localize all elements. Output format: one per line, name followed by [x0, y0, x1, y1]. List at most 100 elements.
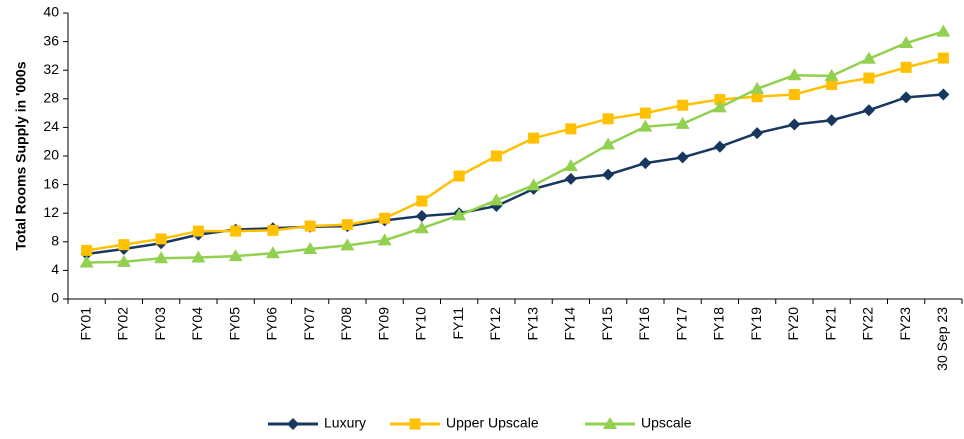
x-tick-label: FY19 — [748, 307, 764, 341]
data-point — [528, 132, 540, 144]
data-point — [414, 221, 429, 234]
y-tick-label: 20 — [43, 147, 59, 163]
x-tick-label: FY12 — [487, 307, 503, 341]
y-tick-label: 0 — [51, 290, 59, 306]
x-tick-label: FY04 — [189, 307, 205, 341]
x-tick-label: FY20 — [785, 307, 801, 341]
y-tick-label: 36 — [43, 32, 59, 48]
data-point — [899, 36, 914, 49]
data-point — [228, 249, 243, 262]
x-tick-label: FY01 — [77, 307, 93, 341]
x-tick-label: FY17 — [673, 307, 689, 341]
x-tick-label: FY06 — [264, 307, 280, 341]
data-point — [824, 68, 839, 81]
data-point — [453, 170, 465, 182]
data-point — [154, 251, 169, 264]
legend-marker — [603, 417, 617, 429]
data-point — [230, 225, 242, 237]
data-point — [116, 254, 131, 267]
data-point — [118, 239, 130, 251]
x-tick-label: FY10 — [413, 307, 429, 341]
y-tick-label: 8 — [51, 233, 59, 249]
data-point — [340, 238, 355, 251]
data-point — [490, 150, 502, 162]
data-point — [639, 107, 651, 119]
data-point — [936, 24, 951, 37]
y-tick-label: 28 — [43, 90, 59, 106]
x-tick-label: FY16 — [636, 307, 652, 341]
x-tick-label: FY23 — [897, 307, 913, 341]
data-point — [937, 52, 949, 64]
data-point — [377, 233, 392, 246]
data-point — [191, 250, 206, 263]
data-point — [563, 159, 578, 172]
y-tick-label: 24 — [43, 118, 59, 134]
data-point — [267, 224, 279, 236]
x-tick-label: FY15 — [599, 307, 615, 341]
data-point — [787, 68, 802, 81]
data-point — [81, 244, 93, 256]
y-tick-label: 32 — [43, 61, 59, 77]
x-tick-label: FY07 — [301, 307, 317, 341]
y-tick-label: 16 — [43, 175, 59, 191]
legend-label: Luxury — [324, 415, 366, 431]
data-point — [675, 116, 690, 129]
data-point — [416, 195, 428, 207]
data-point — [676, 151, 689, 164]
data-point — [341, 219, 353, 231]
x-tick-label: FY09 — [375, 307, 391, 341]
legend-marker — [409, 418, 421, 430]
x-tick-label: FY21 — [822, 307, 838, 341]
x-tick-label: FY08 — [338, 307, 354, 341]
series-line — [86, 30, 944, 264]
data-point — [937, 88, 950, 101]
data-point — [303, 241, 318, 254]
data-point — [900, 61, 912, 73]
data-point — [79, 255, 94, 268]
data-point — [788, 118, 801, 131]
series-line — [86, 56, 944, 252]
data-point — [900, 91, 913, 104]
y-tick-label: 4 — [51, 261, 59, 277]
data-point — [751, 127, 764, 140]
data-point — [751, 91, 763, 103]
x-tick-label: FY03 — [152, 307, 168, 341]
data-point — [601, 137, 616, 150]
data-point — [304, 220, 316, 232]
data-point — [863, 72, 875, 84]
data-point — [713, 140, 726, 153]
data-point — [750, 81, 765, 94]
x-tick-label: FY22 — [860, 307, 876, 341]
x-tick-label: FY13 — [524, 307, 540, 341]
data-point — [564, 172, 577, 185]
data-point — [489, 193, 504, 206]
data-point — [825, 114, 838, 127]
data-point — [712, 100, 727, 113]
legend-label: Upscale — [641, 415, 692, 431]
y-tick-label: 12 — [43, 204, 59, 220]
data-point — [862, 104, 875, 117]
legend-marker — [287, 418, 299, 430]
data-point — [379, 212, 391, 224]
data-point — [639, 157, 652, 170]
data-point — [192, 225, 204, 237]
x-tick-label: 30 Sep 23 — [934, 307, 950, 371]
data-point — [638, 119, 653, 132]
x-tick-label: FY02 — [115, 307, 131, 341]
legend-label: Upper Upscale — [446, 415, 539, 431]
data-point — [602, 113, 614, 125]
data-point — [714, 94, 726, 106]
data-point — [826, 79, 838, 90]
data-point — [788, 89, 800, 101]
y-tick-label: 40 — [43, 4, 59, 20]
data-point — [677, 99, 689, 111]
data-point — [602, 168, 615, 181]
data-point — [265, 246, 280, 259]
x-tick-label: FY18 — [711, 307, 727, 341]
data-point — [861, 51, 876, 64]
x-tick-label: FY14 — [562, 307, 578, 341]
data-point — [452, 208, 467, 221]
y-axis-label: Total Rooms Supply in '000s — [13, 61, 29, 250]
data-point — [415, 210, 428, 223]
